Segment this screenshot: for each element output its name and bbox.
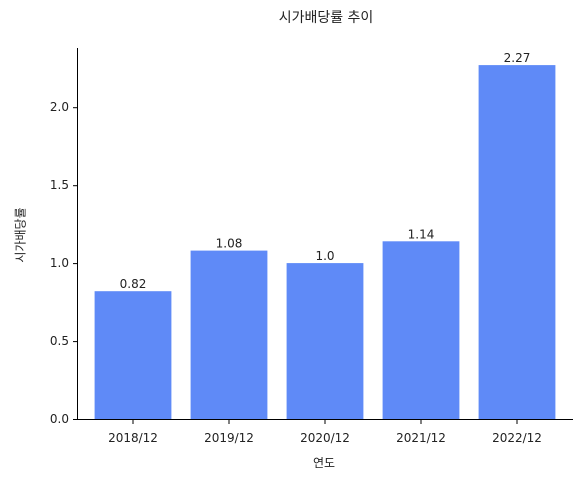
x-tick-label: 2020/12 (300, 431, 350, 445)
bars-group (94, 65, 556, 419)
bar-value-label: 0.82 (120, 277, 147, 291)
x-axis-label: 연도 (313, 456, 335, 470)
bar-2018-12 (94, 291, 172, 419)
x-axis-ticks: 2018/12 2019/12 2020/12 2021/12 2022/12 (108, 419, 542, 445)
bar-value-label: 2.27 (504, 51, 531, 65)
bar-2022-12 (478, 65, 556, 419)
data-labels-group: 0.82 1.08 1.0 1.14 2.27 (120, 51, 531, 291)
bar-value-label: 1.14 (408, 227, 435, 241)
x-tick-label: 2022/12 (492, 431, 542, 445)
x-tick-label: 2019/12 (204, 431, 254, 445)
bar-value-label: 1.08 (216, 237, 243, 251)
y-axis-label: 시가배당률 (14, 207, 28, 262)
chart-title: 시가배당률 추이 (279, 10, 374, 26)
y-tick-label: 1.5 (50, 178, 69, 192)
y-tick-label: 2.0 (50, 100, 69, 114)
bar-value-label: 1.0 (315, 249, 334, 263)
y-tick-label: 0.0 (50, 412, 69, 426)
y-tick-label: 0.5 (50, 334, 69, 348)
y-axis-ticks: 0.0 0.5 1.0 1.5 2.0 (50, 100, 78, 426)
y-tick-label: 1.0 (50, 256, 69, 270)
bar-2020-12 (286, 263, 364, 419)
bar-2019-12 (190, 250, 268, 419)
x-tick-label: 2021/12 (396, 431, 446, 445)
x-tick-label: 2018/12 (108, 431, 158, 445)
bar-2021-12 (382, 241, 460, 419)
